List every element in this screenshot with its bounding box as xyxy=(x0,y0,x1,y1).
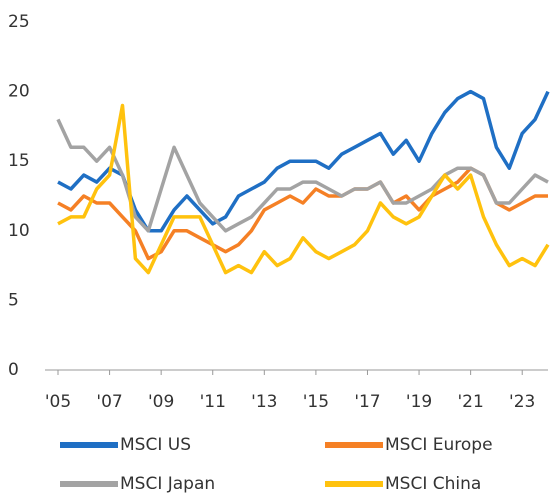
y-tick-label: 25 xyxy=(8,12,30,32)
y-tick-label: 5 xyxy=(8,290,19,310)
x-tick-label: '05 xyxy=(45,392,71,412)
y-tick-label: 10 xyxy=(8,221,30,241)
x-tick-label: '15 xyxy=(303,392,329,412)
x-tick-label: '11 xyxy=(200,392,226,412)
x-tick-label: '19 xyxy=(406,392,432,412)
x-tick-label: '21 xyxy=(457,392,483,412)
legend-label: MSCI US xyxy=(120,435,191,455)
x-tick-label: '09 xyxy=(148,392,174,412)
series-line xyxy=(57,166,548,261)
y-tick-label: 15 xyxy=(8,151,30,171)
legend-label: MSCI China xyxy=(385,474,481,494)
y-tick-label: 0 xyxy=(8,360,19,380)
series-line xyxy=(57,103,550,275)
x-tick-label: '17 xyxy=(354,392,380,412)
legend-label: MSCI Japan xyxy=(120,474,215,494)
y-tick-label: 20 xyxy=(8,82,30,102)
series-line xyxy=(56,118,549,233)
series-line xyxy=(57,89,550,233)
x-tick-label: '23 xyxy=(509,392,535,412)
x-tick-label: '07 xyxy=(96,392,122,412)
legend-label: MSCI Europe xyxy=(385,435,493,455)
x-tick-label: '13 xyxy=(251,392,277,412)
